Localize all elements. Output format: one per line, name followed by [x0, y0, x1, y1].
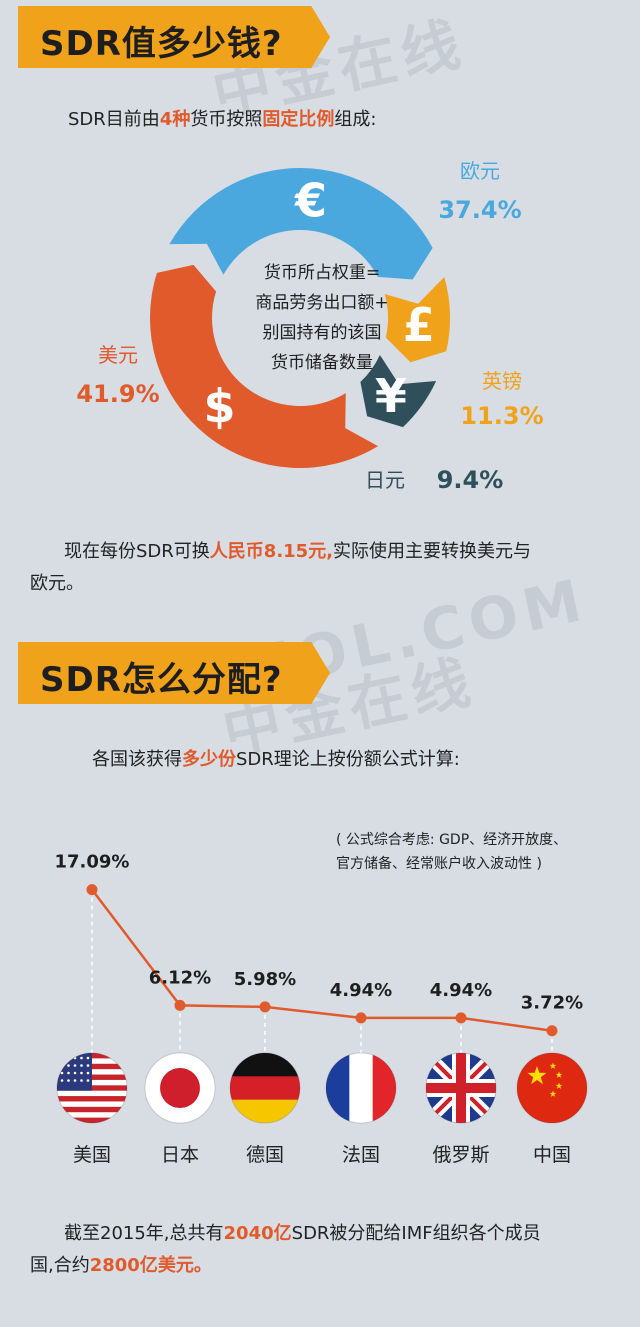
china-flag-icon: [517, 1053, 587, 1123]
data-label: 17.09%: [55, 852, 130, 873]
slice-value-label: 11.3%: [460, 402, 543, 430]
slice-value-label: 41.9%: [76, 380, 159, 408]
section1-banner: SDR值多少钱?: [18, 6, 330, 68]
section1-footer: 现在每份SDR可换人民币8.15元,实际使用主要转换美元与 欧元。: [30, 536, 620, 600]
data-point: [174, 999, 186, 1011]
intro-highlight-1: 4种: [159, 109, 191, 130]
data-point: [355, 1012, 367, 1024]
donut-slice-1: [384, 277, 450, 363]
currency-symbol-icon: £: [403, 298, 435, 352]
japan-flag-icon: [145, 1053, 215, 1123]
footer2-text-2: SDR被分配给IMF组织各个成员: [291, 1223, 541, 1244]
section1-intro: SDR目前由4种货币按照固定比例组成:: [68, 104, 376, 136]
footer-highlight-1: 人民币8.15元,: [209, 541, 334, 562]
slice-value-label: 9.4%: [437, 466, 504, 494]
section1-title: SDR值多少钱?: [40, 24, 283, 64]
slice-name-label: 英镑: [482, 369, 522, 393]
data-label: 5.98%: [234, 969, 296, 990]
germany-flag-icon: [230, 1053, 300, 1123]
intro-text-2: 货币按照: [190, 109, 263, 130]
country-label: 德国: [245, 1144, 284, 1166]
sdr-share-line-chart: 17.09% 6.12% 5.98% 4.94% 4.94% 3.72%: [55, 852, 588, 1124]
country-label: 美国: [72, 1144, 111, 1166]
series-line: [91, 888, 553, 1032]
section2-footer: 截至2015年,总共有2040亿SDR被分配给IMF组织各个成员 国,合约280…: [30, 1218, 620, 1282]
data-point: [259, 1001, 271, 1013]
donut-slice-0: [169, 168, 433, 280]
currency-symbol-icon: ¥: [375, 369, 407, 423]
donut-center-line: 货币储备数量: [271, 353, 373, 373]
slice-name-label: 美元: [98, 343, 138, 367]
footer2-text-1: 截至2015年,总共有: [64, 1223, 224, 1244]
formula-note-line2: 官方储备、经常账户收入波动性 ): [336, 856, 542, 872]
intro-text-3: 组成:: [334, 109, 377, 130]
slice-name-label: 日元: [365, 468, 405, 492]
currency-donut-chart: € 欧元 37.4% £ 英镑 11.3% ¥ 日元 9.4% $ 美元 41.9% 货币所占权重= 商品…: [76, 159, 543, 494]
footer-text-2: 实际使用主要转换美元与: [333, 541, 532, 562]
country-label: 日本: [160, 1144, 199, 1166]
us-flag-icon: [57, 1053, 127, 1123]
country-label: 法国: [341, 1144, 380, 1166]
intro-highlight-2: 固定比例: [262, 109, 335, 130]
footer-text-1: 现在每份SDR可换: [64, 541, 210, 562]
intro2-text-1: 各国该获得: [92, 749, 182, 770]
footer2-highlight-2: 2800亿美元。: [89, 1255, 212, 1276]
data-label: 6.12%: [149, 967, 211, 988]
france-flag-icon: [326, 1053, 396, 1123]
formula-note-line1: ( 公式综合考虑: GDP、经济开放度、: [336, 832, 568, 848]
footer2-text-3: 国,合约: [30, 1255, 90, 1276]
intro-text-1: SDR目前由: [68, 109, 160, 130]
country-label: 中国: [532, 1144, 571, 1166]
data-point: [546, 1025, 558, 1037]
intro2-text-2: SDR理论上按份额公式计算:: [236, 749, 460, 770]
footer2-highlight-1: 2040亿: [223, 1223, 292, 1244]
slice-value-label: 37.4%: [438, 196, 521, 224]
country-label: 俄罗斯: [432, 1144, 490, 1166]
data-point: [455, 1012, 467, 1024]
donut-center-line: 货币所占权重=: [264, 263, 380, 283]
currency-symbol-icon: $: [203, 380, 235, 434]
slice-name-label: 欧元: [460, 159, 500, 183]
section2-intro: 各国该获得多少份SDR理论上按份额公式计算:: [92, 744, 460, 776]
footer-text-3: 欧元。: [30, 573, 84, 594]
data-label: 3.72%: [521, 993, 583, 1014]
section2-title: SDR怎么分配?: [40, 660, 283, 700]
donut-center-line: 别国持有的该国: [263, 323, 382, 343]
donut-slice-3: [150, 264, 379, 468]
data-label: 4.94%: [330, 980, 392, 1001]
currency-symbol-icon: €: [294, 174, 327, 228]
formula-note: ( 公式综合考虑: GDP、经济开放度、 官方储备、经常账户收入波动性 ): [336, 828, 567, 876]
donut-center-line: 商品劳务出口额+: [255, 293, 388, 313]
intro2-highlight: 多少份: [182, 749, 236, 770]
section2-banner: SDR怎么分配?: [18, 642, 330, 704]
data-label: 4.94%: [430, 980, 492, 1001]
uk-flag-icon: [426, 1053, 496, 1123]
donut-slice-2: [360, 354, 437, 428]
data-point: [86, 884, 98, 896]
